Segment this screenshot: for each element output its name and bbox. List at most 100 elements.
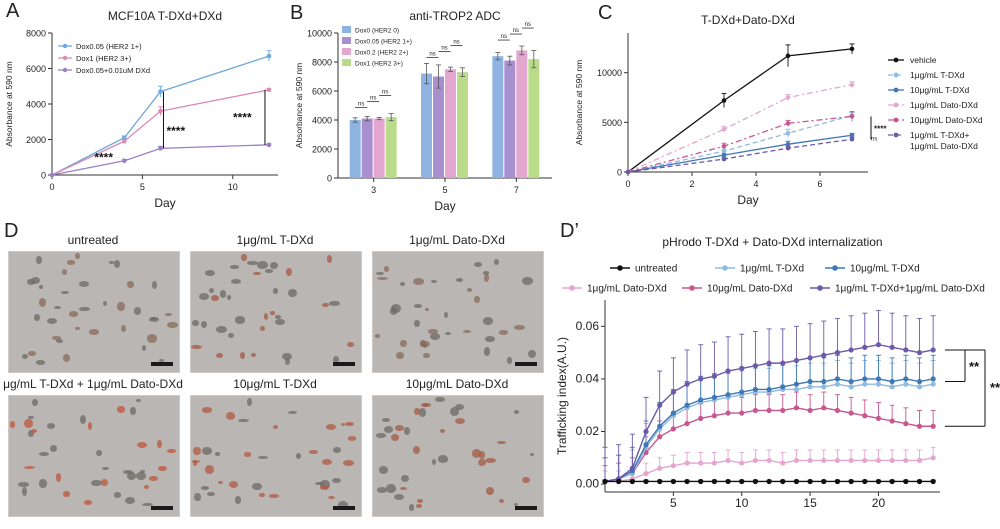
cell-blob (259, 492, 265, 498)
y-axis-label: Absorbance at 590 nm (574, 60, 584, 146)
cell-blob (265, 269, 273, 273)
data-point (122, 158, 127, 164)
data-point (807, 478, 813, 485)
cell-blob (479, 450, 485, 459)
micrograph-image (8, 251, 180, 373)
cell-blob (327, 496, 336, 500)
cell-blob (378, 466, 389, 474)
data-point (711, 413, 717, 419)
y-tick-label: 10000 (597, 68, 622, 78)
cell-blob (193, 446, 202, 456)
cell-blob (156, 440, 162, 449)
data-point (849, 132, 855, 138)
cell-blob (376, 276, 388, 280)
data-point (848, 410, 854, 416)
data-point (785, 130, 791, 136)
data-point (793, 405, 800, 411)
data-point (821, 384, 827, 390)
cell-blob (422, 353, 430, 358)
data-point (821, 378, 827, 385)
data-point (930, 347, 936, 353)
cell-blob (74, 326, 80, 331)
data-point (807, 378, 813, 385)
data-point (643, 442, 649, 448)
cell-blob (338, 501, 348, 509)
y-tick-label: 5000 (602, 118, 622, 128)
data-point (903, 457, 909, 464)
cell-blob (437, 455, 449, 463)
cell-blob (400, 339, 407, 348)
data-point (684, 460, 690, 466)
y-tick-label: 10000 (307, 29, 332, 39)
y-axis-label: Trafficking index(A.U.) (555, 337, 569, 455)
sig-label: ns (441, 45, 447, 51)
data-point (158, 89, 163, 94)
legend-marker (893, 132, 899, 138)
cell-blob (399, 282, 405, 287)
legend-marker (893, 102, 899, 108)
cell-blob (430, 279, 438, 284)
bar (492, 56, 504, 179)
data-point (266, 87, 272, 93)
bar (457, 72, 468, 178)
data-point (780, 478, 786, 485)
legend-marker (893, 117, 899, 123)
cell-blob (450, 407, 460, 416)
cell-blob (234, 495, 242, 504)
sig-label: ** (969, 359, 980, 374)
legend-marker (569, 285, 575, 291)
micrograph-grid: untreated 1μg/mL T-DXd 1μg/mL Dato-DXd μg/m… (0, 225, 560, 529)
cell-blob (482, 317, 493, 325)
y-axis-label: Absorbance at 590 nm (294, 63, 304, 149)
cell-blob (66, 260, 75, 266)
cell-blob (192, 460, 198, 466)
cell-blob (191, 344, 202, 349)
cell-blob (201, 321, 208, 329)
legend-label: Dox1 (HER2 3+) (355, 61, 403, 68)
data-point (684, 421, 690, 427)
cell-blob (391, 303, 401, 313)
cell-blob (108, 261, 114, 265)
data-point (643, 478, 649, 485)
cell-blob (219, 289, 227, 298)
cell-blob (136, 442, 147, 449)
data-point (862, 413, 868, 419)
cell-blob (408, 504, 415, 512)
data-point (785, 53, 791, 59)
bar (516, 50, 528, 178)
cell-blob (28, 350, 36, 357)
data-point (725, 410, 731, 416)
bar (421, 73, 432, 178)
sig-label: ns (513, 28, 519, 34)
panel-letter-b: B (290, 2, 304, 24)
data-point (807, 355, 813, 361)
data-point (848, 347, 854, 353)
cell-blob (134, 307, 141, 315)
legend-label: untreated (635, 264, 677, 275)
data-point (848, 384, 854, 390)
data-point (766, 457, 772, 464)
data-point (807, 457, 813, 464)
x-axis-label: Day (737, 193, 758, 207)
x-tick-label: 2 (689, 179, 694, 189)
y-tick-label: 2000 (312, 145, 332, 155)
micrograph-label: 10μg/mL T-DXd (233, 377, 317, 391)
cell-blob (471, 448, 482, 458)
data-point (752, 363, 759, 369)
cell-blob (199, 292, 210, 300)
cell-blob (201, 407, 212, 413)
sig-label: **** (233, 110, 252, 124)
cell-blob (382, 418, 391, 423)
cell-blob (148, 475, 158, 482)
cell-blob (340, 423, 346, 427)
cell-blob (60, 291, 69, 295)
cell-blob (499, 330, 508, 335)
cell-blob (210, 294, 219, 302)
cell-blob (412, 446, 421, 455)
cell-blob (404, 426, 411, 436)
legend-marker (893, 72, 899, 78)
cell-blob (455, 418, 466, 425)
cell-blob (394, 494, 405, 501)
data-point (725, 478, 731, 485)
legend-marker (893, 87, 899, 93)
